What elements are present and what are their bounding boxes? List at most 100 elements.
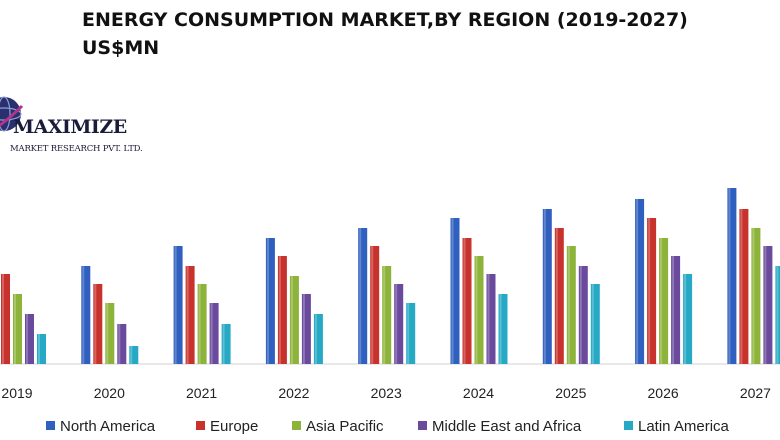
bar-middle-east-and-africa-2020 bbox=[117, 324, 127, 364]
bar-highlight bbox=[174, 246, 177, 364]
bar-latin-america-2019 bbox=[37, 334, 46, 364]
legend-label: Asia Pacific bbox=[306, 418, 384, 435]
bar-middle-east-and-africa-2023 bbox=[394, 284, 404, 364]
bar-highlight bbox=[567, 246, 570, 364]
bar-highlight bbox=[648, 218, 651, 364]
bar-north-america-2027 bbox=[727, 188, 737, 364]
bar-latin-america-2024 bbox=[498, 294, 508, 364]
bar-highlight bbox=[764, 246, 767, 364]
bar-north-america-2021 bbox=[173, 246, 183, 364]
bar-asia-pacific-2022 bbox=[289, 276, 299, 364]
bar-europe-2019 bbox=[1, 274, 10, 364]
bar-asia-pacific-2024 bbox=[474, 256, 484, 364]
chart-legend: North America Europe Asia Pacific Middle Ea… bbox=[0, 416, 780, 438]
bar-asia-pacific-2027 bbox=[751, 228, 761, 364]
legend-swatch bbox=[624, 421, 633, 430]
bar-highlight bbox=[106, 303, 109, 364]
bar-latin-america-2027 bbox=[775, 266, 780, 364]
x-tick-label-2024: 2024 bbox=[463, 385, 494, 401]
bar-north-america-2024 bbox=[450, 218, 460, 364]
bar-highlight bbox=[728, 188, 731, 364]
legend-swatch bbox=[46, 421, 55, 430]
bar-latin-america-2026 bbox=[683, 274, 693, 364]
x-tick-label-2019: 2019 bbox=[1, 385, 32, 401]
bar-asia-pacific-2025 bbox=[566, 246, 576, 364]
legend-item-asia-pacific: Asia Pacific bbox=[292, 418, 384, 435]
legend-label: Europe bbox=[210, 418, 259, 435]
bar-middle-east-and-africa-2027 bbox=[763, 246, 773, 364]
chart-title-line-2: US$MN bbox=[82, 37, 160, 59]
bar-highlight bbox=[94, 284, 97, 364]
bar-asia-pacific-2023 bbox=[382, 266, 392, 364]
bar-europe-2024 bbox=[462, 238, 472, 364]
legend-label: Latin America bbox=[638, 418, 729, 435]
bar-europe-2027 bbox=[739, 209, 749, 364]
bar-europe-2020 bbox=[93, 284, 103, 364]
bar-highlight bbox=[198, 284, 201, 364]
bar-europe-2022 bbox=[277, 256, 287, 364]
bar-middle-east-and-africa-2019 bbox=[25, 314, 34, 364]
x-tick-label-2027: 2027 bbox=[740, 385, 771, 401]
bar-highlight bbox=[38, 334, 40, 364]
bar-latin-america-2022 bbox=[313, 314, 323, 364]
bar-highlight bbox=[26, 314, 28, 364]
bar-highlight bbox=[475, 256, 478, 364]
company-logo: MAXIMIZE MARKET RESEARCH PVT. LTD. bbox=[0, 92, 170, 164]
bar-highlight bbox=[186, 266, 189, 364]
bar-highlight bbox=[14, 294, 16, 364]
bar-middle-east-and-africa-2026 bbox=[671, 256, 681, 364]
bar-highlight bbox=[752, 228, 755, 364]
bar-europe-2023 bbox=[370, 246, 380, 364]
bar-asia-pacific-2026 bbox=[659, 238, 669, 364]
bar-highlight bbox=[672, 256, 675, 364]
bar-middle-east-and-africa-2022 bbox=[301, 294, 311, 364]
bar-north-america-2025 bbox=[542, 209, 552, 364]
bar-asia-pacific-2021 bbox=[197, 284, 207, 364]
bar-highlight bbox=[359, 228, 362, 364]
bar-highlight bbox=[543, 209, 546, 364]
logo-subtitle: MARKET RESEARCH PVT. LTD. bbox=[10, 144, 143, 154]
bar-highlight bbox=[636, 199, 639, 364]
legend-item-middle-east-and-africa: Middle East and Africa bbox=[418, 418, 581, 435]
legend-item-latin-america: Latin America bbox=[624, 418, 729, 435]
bar-north-america-2026 bbox=[635, 199, 645, 364]
bar-highlight bbox=[395, 284, 398, 364]
bar-asia-pacific-2019 bbox=[13, 294, 22, 364]
bar-north-america-2023 bbox=[358, 228, 368, 364]
bar-highlight bbox=[660, 238, 663, 364]
bar-middle-east-and-africa-2021 bbox=[209, 303, 219, 364]
bar-europe-2021 bbox=[185, 266, 195, 364]
bar-highlight bbox=[118, 324, 121, 364]
x-tick-label-2025: 2025 bbox=[555, 385, 586, 401]
bar-group bbox=[1, 188, 780, 364]
bar-highlight bbox=[487, 274, 490, 364]
bar-highlight bbox=[499, 294, 502, 364]
bar-highlight bbox=[463, 238, 466, 364]
bar-highlight bbox=[210, 303, 213, 364]
bar-highlight bbox=[278, 256, 281, 364]
bar-north-america-2020 bbox=[81, 266, 91, 364]
bar-latin-america-2020 bbox=[129, 346, 139, 364]
globe-icon bbox=[0, 96, 24, 132]
bar-europe-2025 bbox=[554, 228, 564, 364]
bar-highlight bbox=[740, 209, 743, 364]
legend-label: Middle East and Africa bbox=[432, 418, 582, 435]
chart-title-line-1: ENERGY CONSUMPTION MARKET,BY REGION (201… bbox=[82, 9, 688, 31]
bar-highlight bbox=[407, 303, 410, 364]
logo-name: MAXIMIZE bbox=[13, 116, 127, 138]
bar-highlight bbox=[314, 314, 317, 364]
x-tick-label-2023: 2023 bbox=[371, 385, 402, 401]
bar-highlight bbox=[383, 266, 386, 364]
bar-highlight bbox=[579, 266, 582, 364]
bar-europe-2026 bbox=[647, 218, 657, 364]
bar-highlight bbox=[684, 274, 687, 364]
bar-highlight bbox=[371, 246, 374, 364]
bar-highlight bbox=[130, 346, 133, 364]
bar-highlight bbox=[591, 284, 594, 364]
legend-swatch bbox=[196, 421, 205, 430]
bar-chart: 2019 2020 2021 2022 2023 2024 2025 2026 2027 bbox=[0, 188, 780, 401]
x-tick-label-2021: 2021 bbox=[186, 385, 217, 401]
bar-highlight bbox=[776, 266, 779, 364]
legend-swatch bbox=[292, 421, 301, 430]
legend-item-north-america: North America bbox=[46, 418, 155, 435]
